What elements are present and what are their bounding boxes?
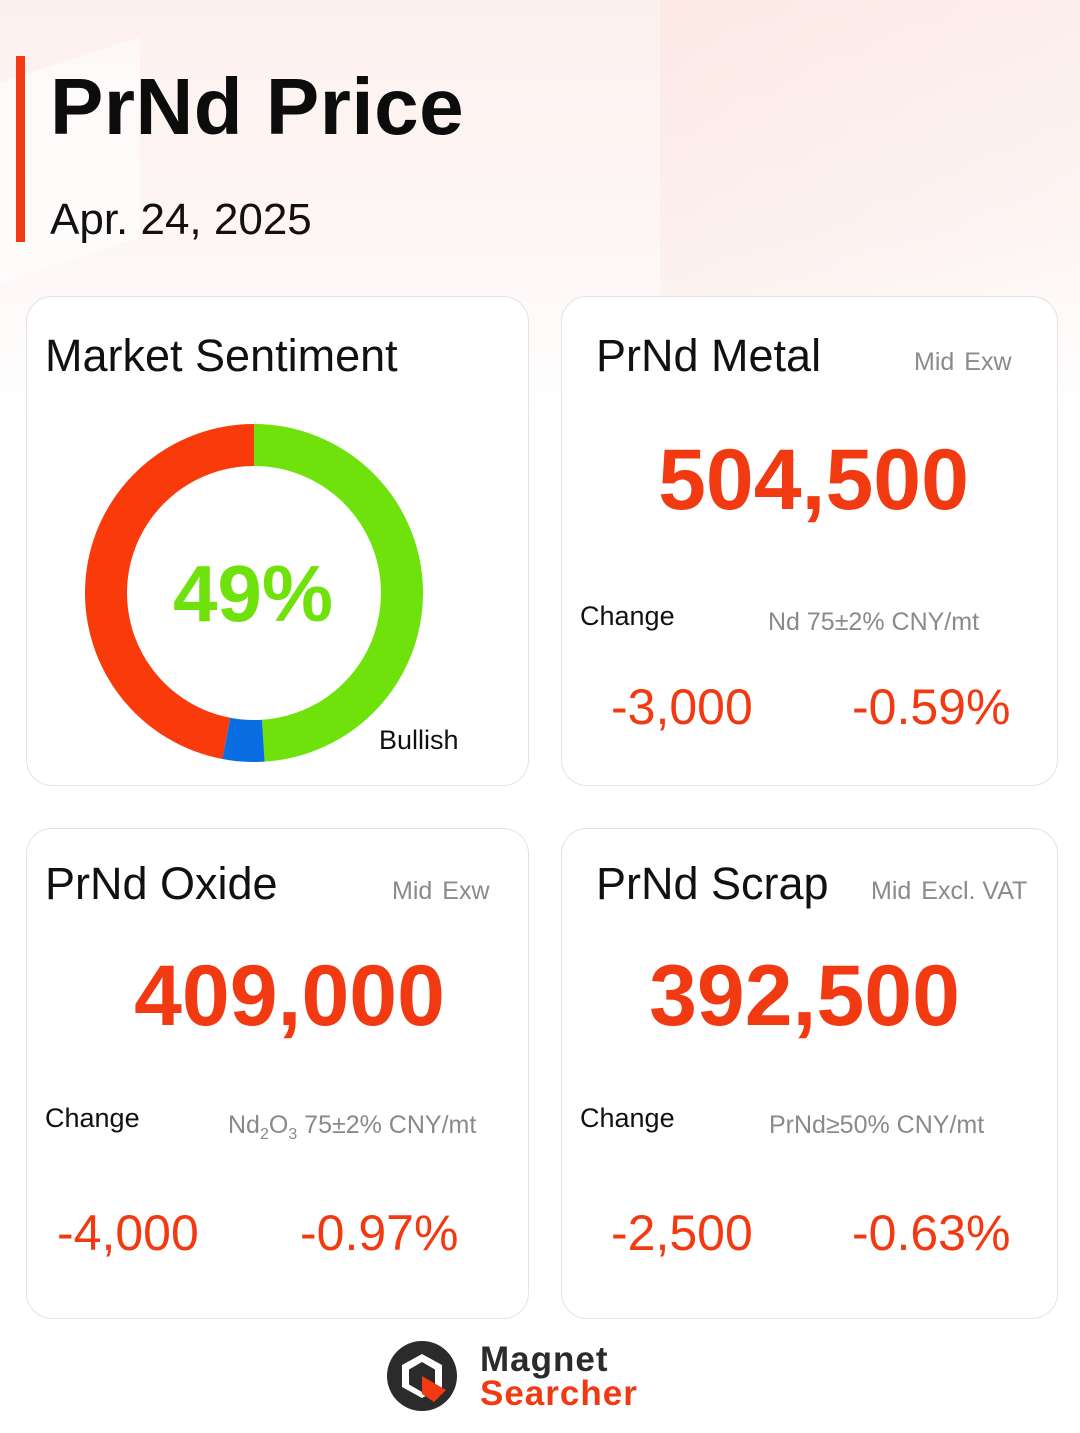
scrap-change-abs: -2,500 <box>611 1205 753 1261</box>
bullish-label: Bullish <box>379 725 459 755</box>
oxide-price-basis: Mid Exw <box>392 876 490 906</box>
bullish-segment <box>253 424 423 762</box>
oxide-spec-subscript: 3 <box>288 1126 298 1143</box>
oxide-title: PrNd Oxide <box>45 858 278 909</box>
sentiment-donut-chart <box>85 424 423 762</box>
sentiment-percent: 49% <box>172 549 334 638</box>
scrap-mid-label: Mid <box>871 877 912 905</box>
brand-name-line2: Searcher <box>480 1374 638 1413</box>
scrap-price: 392,500 <box>649 948 960 1044</box>
scrap-title: PrNd Scrap <box>596 858 829 909</box>
metal-title: PrNd Metal <box>596 330 822 381</box>
magnet-searcher-logo-icon <box>387 1341 457 1411</box>
oxide-spec-element: Nd <box>228 1111 260 1139</box>
page-title: PrNd Price <box>50 62 465 151</box>
sentiment-title: Market Sentiment <box>45 330 398 381</box>
scrap-change-label: Change <box>580 1103 675 1133</box>
oxide-price: 409,000 <box>134 948 445 1044</box>
oxide-spec-grade: 75±2% CNY/mt <box>297 1111 477 1139</box>
scrap-spec: PrNd≥50% CNY/mt <box>769 1111 985 1139</box>
report-date: Apr. 24, 2025 <box>50 195 312 244</box>
oxide-change-abs: -4,000 <box>57 1205 199 1261</box>
scrap-change-pct: -0.63% <box>852 1205 1011 1261</box>
metal-terms-label: Exw <box>964 348 1012 376</box>
metal-change-abs: -3,000 <box>611 679 753 735</box>
oxide-spec: Nd2O3 75±2% CNY/mt <box>228 1110 476 1150</box>
metal-price: 504,500 <box>658 432 969 528</box>
metal-price-basis: Mid Exw <box>914 347 1012 377</box>
brand-name-line1: Magnet <box>480 1340 609 1379</box>
metal-mid-label: Mid <box>914 348 955 376</box>
scrap-terms-label: Excl. VAT <box>921 877 1028 905</box>
oxide-card <box>26 828 529 1319</box>
oxide-mid-label: Mid <box>392 877 433 905</box>
metal-spec: Nd 75±2% CNY/mt <box>768 608 980 636</box>
scrap-card <box>561 828 1058 1319</box>
oxide-change-label: Change <box>45 1103 140 1133</box>
metal-change-pct: -0.59% <box>852 679 1011 735</box>
metal-change-label: Change <box>580 601 675 631</box>
bearish-segment <box>85 424 255 760</box>
metal-card <box>561 296 1058 786</box>
background-shape <box>660 0 1080 300</box>
oxide-spec-subscript: 2 <box>259 1126 269 1143</box>
oxide-terms-label: Exw <box>442 877 490 905</box>
oxide-spec-element: O <box>268 1111 289 1139</box>
neutral-segment <box>222 717 265 762</box>
title-accent-bar <box>16 56 25 242</box>
scrap-price-basis: Mid Excl. VAT <box>871 876 1027 906</box>
oxide-change-pct: -0.97% <box>300 1205 459 1261</box>
